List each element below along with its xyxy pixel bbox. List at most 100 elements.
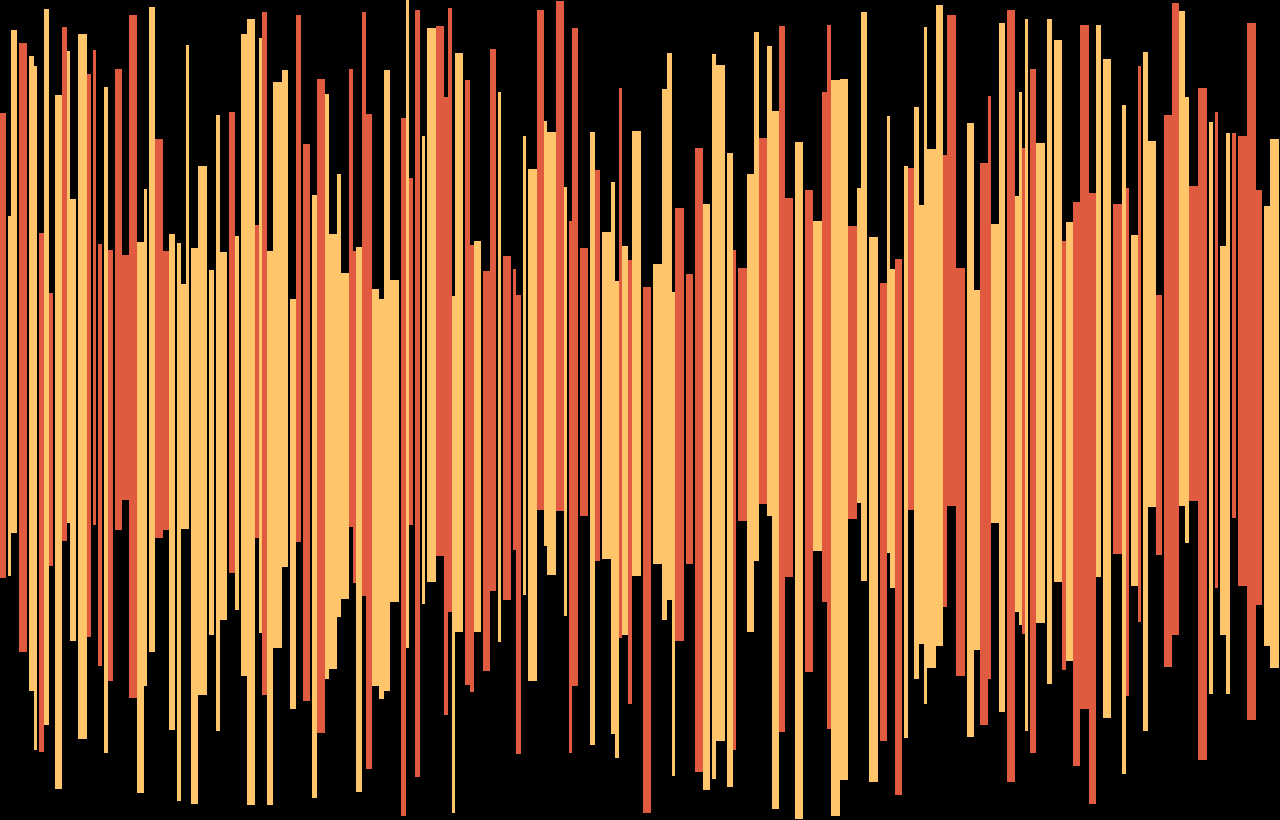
stripe: [349, 69, 353, 527]
stripe: [155, 139, 163, 538]
stripe: [747, 174, 754, 632]
stripe: [999, 23, 1005, 712]
stripe: [1148, 141, 1156, 507]
stripe: [406, 0, 409, 648]
stripe: [87, 74, 91, 637]
stripe: [436, 26, 444, 556]
stripe: [455, 53, 463, 632]
stripe: [1143, 52, 1148, 731]
stripe: [1264, 206, 1270, 646]
stripe: [341, 273, 349, 599]
stripe: [1007, 10, 1015, 782]
stripe: [675, 208, 684, 641]
stripe: [1066, 222, 1073, 661]
stripe: [1131, 235, 1138, 586]
stripe: [738, 268, 747, 521]
stripe: [991, 224, 999, 523]
stripe: [827, 25, 831, 729]
stripe: [1025, 19, 1028, 731]
stripe: [947, 15, 956, 506]
stripe: [615, 281, 619, 758]
stripe: [247, 19, 255, 805]
stripe: [914, 107, 919, 679]
stripe: [672, 292, 675, 776]
stripe: [216, 115, 220, 731]
stripe: [19, 43, 27, 652]
stripe: [98, 244, 102, 666]
stripe: [943, 155, 947, 607]
stripe: [39, 233, 44, 752]
stripe: [1096, 25, 1101, 577]
stripe: [93, 50, 96, 525]
stripe: [8, 216, 11, 576]
stripe: [869, 237, 878, 782]
stripe: [1073, 202, 1080, 766]
stripe: [259, 38, 262, 633]
stripe: [602, 232, 611, 559]
stripe: [1122, 105, 1126, 774]
stripe: [785, 198, 793, 577]
stripe: [628, 260, 632, 704]
stripe: [1232, 133, 1236, 518]
stripe: [653, 264, 662, 564]
stripe: [822, 92, 827, 602]
stripe: [516, 295, 521, 754]
stripe: [390, 280, 399, 602]
stripe: [1179, 11, 1185, 506]
stripe: [317, 79, 325, 733]
stripe: [904, 166, 908, 738]
stripe: [1080, 25, 1089, 709]
stripe: [498, 92, 501, 642]
stripe: [379, 299, 384, 699]
stripe: [1209, 122, 1213, 694]
stripe: [191, 248, 198, 804]
stripe: [1103, 59, 1111, 718]
stripe: [55, 95, 62, 789]
stripe: [1198, 88, 1207, 760]
stripe: [831, 80, 840, 816]
stripe: [108, 250, 113, 681]
stripe: [840, 79, 848, 780]
stripe: [181, 284, 186, 529]
stripe: [967, 123, 974, 737]
stripe: [229, 112, 235, 573]
stripe: [622, 246, 628, 635]
stripe: [887, 116, 890, 553]
stripe: [1113, 204, 1122, 554]
stripe: [572, 28, 578, 686]
stripe: [924, 27, 927, 704]
stripe: [177, 243, 181, 801]
stripe: [1215, 112, 1218, 588]
stripe: [235, 236, 239, 610]
stripe: [716, 65, 725, 741]
stripe: [1226, 133, 1230, 694]
stripe: [556, 1, 564, 511]
stripe: [262, 12, 267, 695]
stripe: [1047, 19, 1052, 684]
stripe: [356, 247, 362, 792]
stripe: [137, 242, 144, 793]
stripe: [537, 10, 544, 510]
stripe: [988, 96, 991, 679]
stripe: [936, 5, 943, 646]
stripe: [44, 9, 49, 725]
stripe: [444, 97, 448, 715]
stripe: [129, 15, 137, 698]
stripe: [470, 245, 474, 692]
stripe: [528, 169, 537, 681]
stripe: [290, 299, 296, 709]
stripe: [611, 182, 615, 734]
stripe: [662, 89, 667, 620]
stripe: [149, 7, 155, 652]
stripe: [927, 149, 936, 668]
stripe: [115, 69, 122, 530]
stripe: [241, 34, 247, 676]
stripe: [70, 199, 76, 641]
stripe: [895, 259, 902, 795]
stripe: [974, 290, 980, 650]
stripe: [759, 138, 767, 504]
stripe: [980, 163, 988, 725]
stripe: [144, 189, 147, 686]
stripe: [452, 296, 455, 813]
